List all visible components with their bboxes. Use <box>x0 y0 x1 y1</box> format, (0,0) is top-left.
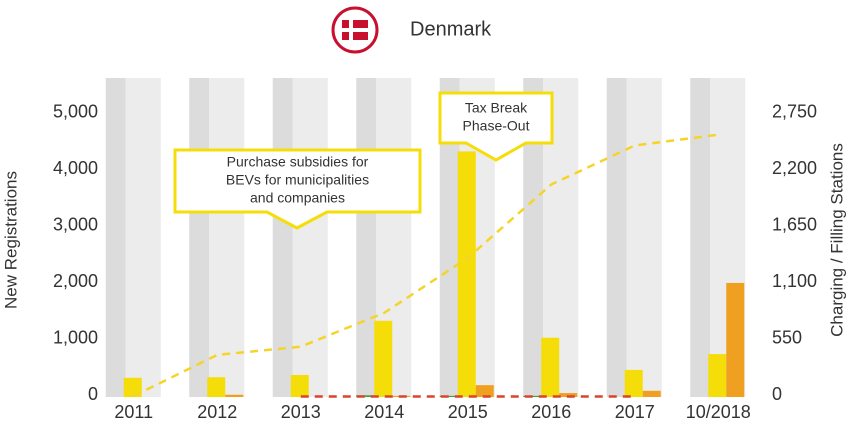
bar <box>356 395 375 397</box>
bar <box>726 282 745 397</box>
y-tick-label: 2,000 <box>53 271 98 291</box>
bar <box>475 385 494 397</box>
x-tick-label: 2013 <box>281 402 321 422</box>
y2-tick-label: 550 <box>772 327 802 347</box>
band-light <box>292 78 328 397</box>
annotation-text: Phase-Out <box>463 118 530 134</box>
chart-title: Denmark <box>410 18 492 40</box>
band-dark <box>523 78 544 397</box>
annotation-text: BEVs for municipalities <box>226 172 369 188</box>
bar <box>642 390 661 397</box>
band-light <box>209 78 245 397</box>
bar <box>374 320 393 397</box>
bar <box>708 354 727 397</box>
band-dark <box>439 78 460 397</box>
bar <box>207 377 226 397</box>
x-tick-label: 2011 <box>114 402 153 422</box>
y-tick-label: 3,000 <box>53 214 98 234</box>
band-dark <box>606 78 627 397</box>
y-tick-label: 0 <box>88 384 98 404</box>
y-axis-label: New Registrations <box>1 171 20 309</box>
y-tick-label: 1,000 <box>53 327 98 347</box>
y2-tick-label: 2,750 <box>772 101 817 121</box>
band-dark <box>356 78 377 397</box>
band-dark <box>690 78 711 397</box>
y2-tick-label: 2,200 <box>772 158 817 178</box>
band-dark <box>189 78 210 397</box>
background-bands <box>105 78 746 397</box>
plot <box>123 133 745 398</box>
bar <box>225 394 244 397</box>
bar <box>123 377 142 397</box>
bar <box>559 393 578 397</box>
y2-tick-label: 1,100 <box>772 271 817 291</box>
x-tick-label: 2016 <box>531 402 571 422</box>
bar <box>290 374 309 397</box>
y2-tick-label: 1,650 <box>772 214 817 234</box>
y-tick-label: 5,000 <box>53 101 98 121</box>
y2-axis-label: Charging / Filling Stations <box>827 143 846 337</box>
y-tick-label: 4,000 <box>53 158 98 178</box>
annotation-text: Purchase subsidies for <box>227 154 369 170</box>
annotations: Purchase subsidies for BEVs for municipal… <box>173 91 554 230</box>
band-light <box>125 78 161 397</box>
x-tick-label: 2012 <box>197 402 237 422</box>
bar <box>457 151 476 397</box>
x-tick-label: 10/2018 <box>686 402 751 422</box>
annotation-text: and companies <box>250 190 345 206</box>
x-tick-label: 2015 <box>448 402 488 422</box>
callout-box <box>438 91 554 162</box>
bar <box>624 369 643 397</box>
y2-tick-label: 0 <box>772 384 782 404</box>
band-dark <box>105 78 126 397</box>
callout-box <box>173 148 422 230</box>
x-tick-label: 2017 <box>615 402 655 422</box>
band-light <box>626 78 662 397</box>
bar <box>541 337 560 397</box>
flag-icon <box>331 6 379 54</box>
x-tick-label: 2014 <box>364 402 404 422</box>
annotation-text: Tax Break <box>465 100 528 116</box>
